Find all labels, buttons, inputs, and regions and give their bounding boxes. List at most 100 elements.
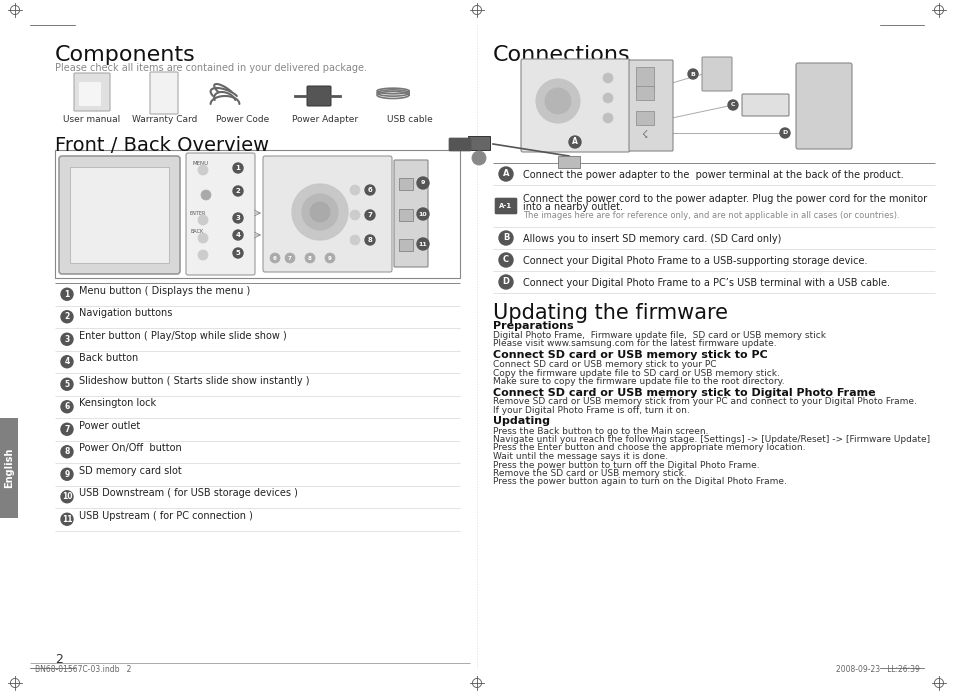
Text: A: A: [572, 137, 578, 146]
Circle shape: [292, 184, 348, 240]
Text: Power Code: Power Code: [216, 115, 270, 124]
Text: ENTER: ENTER: [190, 211, 206, 216]
Circle shape: [61, 423, 73, 435]
Text: 4: 4: [64, 358, 70, 366]
Bar: [398, 178, 413, 190]
Text: Connections: Connections: [493, 45, 630, 65]
Bar: [0, 418, 18, 518]
Text: 6: 6: [64, 402, 70, 411]
Text: Menu button ( Displays the menu ): Menu button ( Displays the menu ): [79, 286, 250, 296]
Text: B: B: [690, 71, 695, 76]
Text: A-1: A-1: [499, 203, 512, 209]
Circle shape: [310, 202, 330, 222]
Circle shape: [544, 88, 571, 114]
Circle shape: [687, 69, 698, 79]
Text: Slideshow button ( Starts slide show instantly ): Slideshow button ( Starts slide show ins…: [79, 376, 309, 386]
Circle shape: [472, 151, 485, 165]
Text: USB Upstream ( for PC connection ): USB Upstream ( for PC connection ): [79, 511, 253, 520]
FancyBboxPatch shape: [628, 60, 672, 151]
Circle shape: [498, 253, 513, 267]
Circle shape: [198, 165, 208, 175]
Text: 9: 9: [420, 180, 425, 186]
FancyBboxPatch shape: [186, 153, 254, 275]
Text: A-1: A-1: [454, 142, 465, 147]
Text: Connect your Digital Photo Frame to a USB-supporting storage device.: Connect your Digital Photo Frame to a US…: [522, 256, 866, 267]
Text: 7: 7: [367, 212, 372, 218]
Text: A: A: [502, 170, 509, 179]
Circle shape: [302, 194, 337, 230]
Text: 2: 2: [55, 653, 63, 666]
Text: 9: 9: [328, 256, 332, 261]
Text: English: English: [4, 448, 14, 488]
Circle shape: [270, 253, 280, 263]
Bar: [398, 239, 413, 251]
FancyBboxPatch shape: [79, 82, 101, 106]
Circle shape: [233, 163, 243, 173]
Text: Power Adapter: Power Adapter: [292, 115, 357, 124]
Text: 7: 7: [64, 425, 70, 434]
Bar: [558, 156, 579, 168]
Bar: [636, 111, 654, 125]
Text: Press the Back button to go to the Main screen.: Press the Back button to go to the Main …: [493, 426, 708, 435]
Text: 4: 4: [235, 232, 240, 238]
Text: Power On/Off  button: Power On/Off button: [79, 444, 182, 453]
Text: 1: 1: [235, 165, 240, 171]
Circle shape: [416, 208, 429, 220]
Text: Back button: Back button: [79, 353, 138, 363]
Bar: [468, 136, 490, 150]
Circle shape: [325, 253, 335, 263]
Text: 5: 5: [65, 380, 70, 389]
Circle shape: [198, 215, 208, 225]
Text: Updating the firmware: Updating the firmware: [493, 303, 727, 323]
Circle shape: [780, 128, 789, 138]
Circle shape: [233, 230, 243, 240]
Text: Enter button ( Play/Stop while slide show ): Enter button ( Play/Stop while slide sho…: [79, 331, 287, 341]
Text: BACK: BACK: [191, 229, 204, 234]
Circle shape: [498, 275, 513, 289]
Text: Components: Components: [55, 45, 195, 65]
Text: Please visit www.samsung.com for the latest firmware update.: Please visit www.samsung.com for the lat…: [493, 340, 776, 349]
Text: ☇: ☇: [640, 130, 646, 140]
Circle shape: [198, 250, 208, 260]
Circle shape: [198, 233, 208, 243]
FancyBboxPatch shape: [394, 160, 428, 267]
Text: Connect SD card or USB memory stick to Digital Photo Frame: Connect SD card or USB memory stick to D…: [493, 387, 875, 398]
Text: User manual: User manual: [63, 115, 120, 124]
Circle shape: [201, 190, 211, 200]
Circle shape: [350, 235, 359, 245]
Text: SD memory card slot: SD memory card slot: [79, 466, 182, 476]
Circle shape: [61, 356, 73, 368]
Bar: [55, 150, 459, 278]
Circle shape: [727, 100, 738, 110]
Text: Remove the SD card or USB memory stick.: Remove the SD card or USB memory stick.: [493, 469, 686, 478]
Circle shape: [365, 185, 375, 195]
Circle shape: [568, 136, 580, 148]
Text: 9: 9: [64, 470, 70, 479]
Circle shape: [498, 231, 513, 245]
Circle shape: [233, 186, 243, 196]
Text: Power outlet: Power outlet: [79, 421, 140, 431]
Circle shape: [350, 185, 359, 195]
FancyBboxPatch shape: [150, 72, 178, 114]
Circle shape: [365, 235, 375, 245]
Text: 7: 7: [288, 256, 292, 261]
Text: C: C: [730, 103, 735, 107]
Text: 8: 8: [64, 447, 70, 456]
Circle shape: [602, 93, 613, 103]
Text: BN68-01567C-03.indb   2: BN68-01567C-03.indb 2: [35, 665, 132, 674]
Text: B: B: [502, 234, 509, 243]
Text: 5: 5: [235, 250, 240, 256]
Text: MENU: MENU: [193, 161, 209, 166]
Text: Make sure to copy the firmware update file to the root directory.: Make sure to copy the firmware update fi…: [493, 377, 783, 386]
Circle shape: [61, 491, 73, 502]
FancyBboxPatch shape: [74, 73, 110, 111]
Circle shape: [61, 310, 73, 323]
Text: 6: 6: [367, 187, 372, 193]
Circle shape: [498, 167, 513, 181]
Text: Connect the power cord to the power adapter. Plug the power cord for the monitor: Connect the power cord to the power adap…: [522, 193, 926, 204]
Text: USB Downstream ( for USB storage devices ): USB Downstream ( for USB storage devices…: [79, 489, 297, 498]
Text: 2: 2: [235, 188, 240, 194]
Text: 8: 8: [308, 256, 312, 261]
Text: 8: 8: [367, 237, 372, 243]
Text: D: D: [502, 277, 509, 286]
